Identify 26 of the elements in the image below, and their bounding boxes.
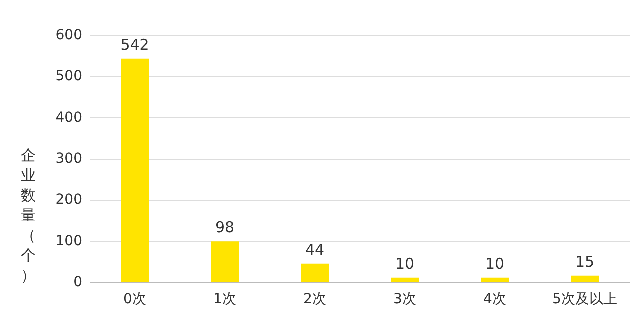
x-tick-label: 5次及以上 <box>552 292 618 308</box>
bar <box>571 276 599 282</box>
y-tick-label: 200 <box>56 192 82 208</box>
y-tick-label: 0 <box>74 274 82 290</box>
y-tick-label: 400 <box>56 110 82 126</box>
bar <box>211 242 239 282</box>
y-axis-title: 企业数量（个） <box>21 146 36 284</box>
x-tick-label: 2次 <box>304 292 326 308</box>
data-label: 10 <box>395 254 415 273</box>
data-label: 10 <box>485 254 505 273</box>
bar <box>121 58 149 282</box>
y-tick-label: 600 <box>56 28 82 44</box>
y-tick-label: 300 <box>56 151 82 167</box>
data-label: 15 <box>575 252 595 271</box>
x-tick-label: 1次 <box>214 292 236 308</box>
bar <box>481 278 509 282</box>
bar <box>391 278 419 282</box>
bar <box>301 264 329 282</box>
x-tick-label: 3次 <box>394 292 416 308</box>
y-tick-label: 100 <box>56 233 82 250</box>
x-tick-label: 0次 <box>124 292 146 308</box>
data-label: 542 <box>120 36 150 54</box>
y-tick-label: 500 <box>56 68 82 85</box>
data-label: 98 <box>215 218 235 237</box>
data-label: 44 <box>305 240 325 259</box>
x-tick-label: 4次 <box>484 292 506 308</box>
